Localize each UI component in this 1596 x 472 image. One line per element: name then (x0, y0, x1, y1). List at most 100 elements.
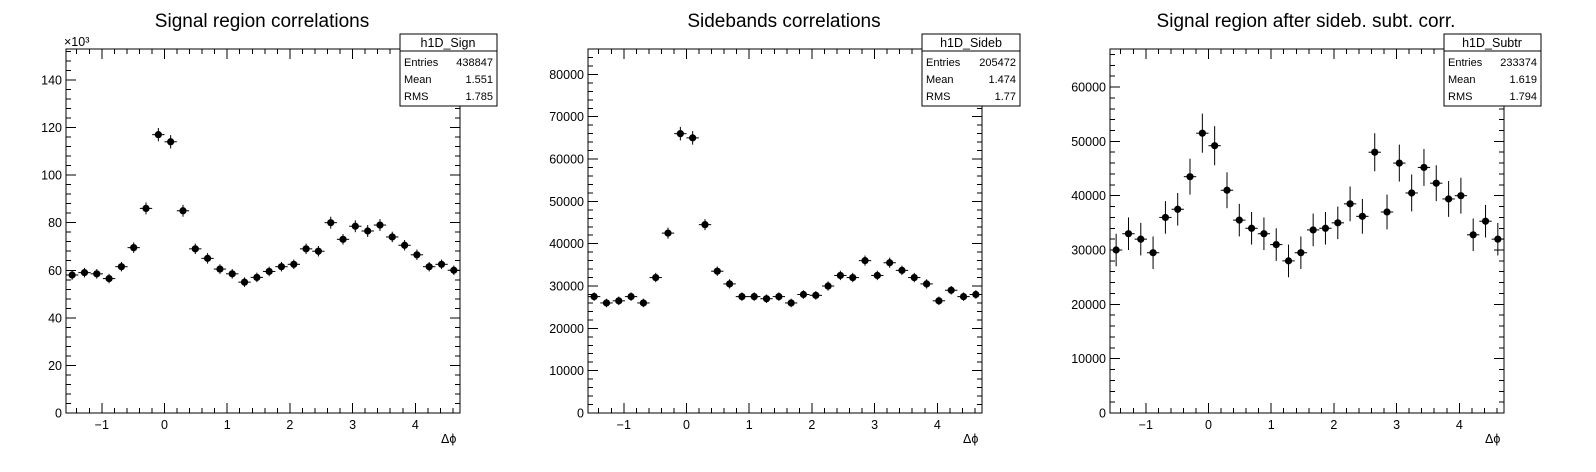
stats-box: h1D_Subtr Entries 233374 Mean 1.619 RMS … (1443, 33, 1542, 107)
point-marker (836, 271, 844, 280)
y-tick-label: 60000 (1071, 81, 1106, 95)
data-point (1146, 236, 1160, 270)
x-axis-label: Δϕ (963, 432, 978, 446)
data-point (176, 204, 190, 217)
data-point (686, 131, 699, 145)
stats-rms-label: RMS (926, 91, 950, 103)
point-marker (1358, 212, 1366, 220)
point-marker (1432, 179, 1440, 187)
x-tick-label: 4 (412, 418, 419, 432)
point-marker (253, 273, 261, 281)
data-point (1282, 244, 1295, 278)
point-marker (1260, 230, 1268, 238)
stats-entries-value: 438847 (456, 57, 493, 69)
data-point (920, 279, 933, 289)
stats-mean-value: 1.474 (988, 74, 1016, 86)
data-point (883, 257, 896, 268)
x-tick-label: −1 (95, 418, 109, 432)
data-point (1331, 206, 1344, 240)
data-point (262, 266, 276, 277)
data-point (152, 127, 165, 142)
data-point (1319, 211, 1332, 245)
data-point (164, 135, 177, 149)
point-marker (364, 227, 372, 235)
data-point (858, 255, 872, 266)
data-point (723, 279, 736, 289)
y-tick-label: 140 (41, 73, 62, 87)
data-point (1109, 233, 1123, 267)
y-tick-label: 70000 (549, 110, 584, 124)
point-marker (1161, 213, 1170, 222)
y-tick-label: 20000 (549, 322, 584, 336)
data-point (139, 202, 153, 215)
data-point (1368, 133, 1381, 172)
stats-box-title: h1D_Sign (421, 36, 476, 50)
data-point (945, 286, 958, 295)
point-marker (1383, 208, 1391, 216)
y-tick-label: 20 (48, 359, 62, 373)
point-marker (1272, 240, 1280, 249)
point-marker (142, 204, 150, 212)
data-point (349, 220, 362, 233)
point-marker (1457, 192, 1465, 200)
data-point (1159, 201, 1172, 234)
y-tick-label: 10000 (1071, 352, 1106, 366)
data-point (90, 269, 103, 279)
data-point (969, 290, 983, 299)
x-tick-label: 0 (161, 418, 168, 432)
x-tick-label: 2 (808, 418, 815, 432)
data-point (957, 292, 970, 301)
data-point (1220, 172, 1234, 209)
point-marker (602, 299, 611, 307)
y-tick-label: 50000 (1071, 135, 1106, 149)
point-marker (849, 273, 857, 282)
x-tick-label: 3 (871, 418, 878, 432)
data-point (423, 261, 436, 272)
data-point (772, 292, 786, 301)
y-tick-label: 60000 (549, 153, 584, 167)
data-point (1134, 222, 1147, 256)
x-tick-label: 3 (1393, 418, 1400, 432)
point-marker (80, 269, 89, 277)
point-marker (615, 297, 623, 305)
y-tick-label: 0 (1099, 407, 1106, 421)
data-point (373, 219, 387, 231)
axis-ticks: −1 0 1 2 3 4 0 10000 20000 30000 40000 50000 60000 (1071, 49, 1504, 432)
data-points (587, 126, 983, 308)
data-point (65, 270, 79, 280)
point-marker (154, 131, 162, 139)
y-tick-label: 20000 (1071, 298, 1106, 312)
point-marker (93, 270, 101, 278)
data-point (1405, 174, 1418, 212)
point-marker (1235, 216, 1243, 224)
data-point (1380, 194, 1394, 230)
panel-title: Sidebands correlations (687, 11, 880, 32)
point-marker (1469, 231, 1477, 239)
point-marker (388, 233, 396, 241)
data-point (1491, 222, 1505, 256)
point-marker (1112, 246, 1120, 254)
x-tick-label: 3 (349, 418, 356, 432)
y-tick-label: 40 (48, 311, 62, 325)
y-tick-label: 0 (577, 407, 584, 421)
data-point (189, 243, 202, 255)
point-marker (1371, 148, 1379, 156)
panel-title: Signal region after sideb. subt. corr. (1157, 11, 1456, 32)
point-marker (216, 265, 224, 273)
data-point (797, 290, 810, 299)
data-point (871, 270, 884, 281)
point-marker (1247, 224, 1256, 232)
data-point (1467, 218, 1480, 252)
x-tick-label: 1 (746, 418, 753, 432)
data-point (1270, 228, 1283, 261)
stats-rms-value: 1.794 (1509, 91, 1537, 103)
data-point (336, 234, 350, 245)
stats-entries-value: 205472 (979, 57, 1016, 69)
data-point (127, 242, 140, 253)
point-marker (725, 280, 734, 288)
data-point (447, 265, 461, 276)
x-tick-label: 4 (934, 418, 941, 432)
data-point (398, 240, 411, 251)
data-point (1442, 181, 1455, 217)
